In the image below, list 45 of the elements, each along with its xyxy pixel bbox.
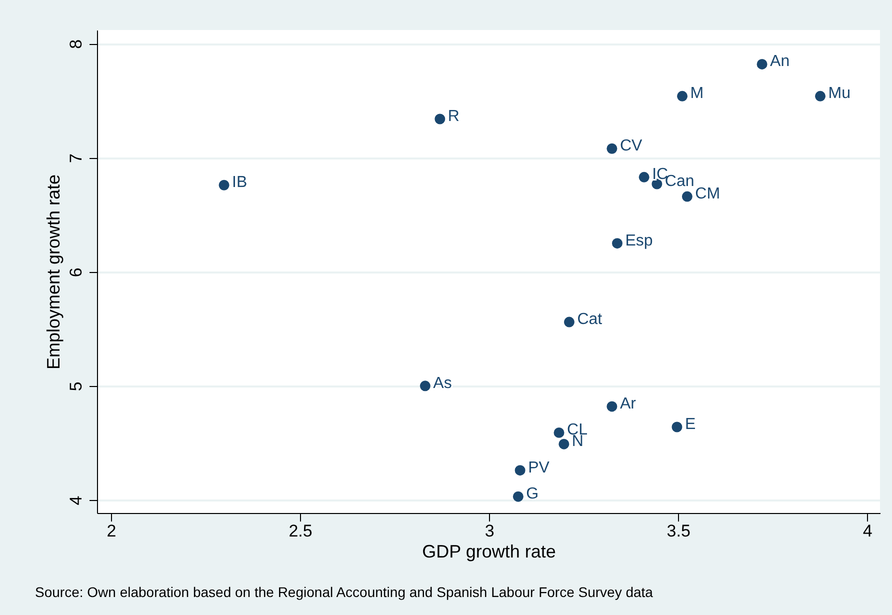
- annotation: As: [433, 374, 452, 392]
- y-tick-label: 4: [66, 496, 86, 506]
- point: [638, 172, 650, 182]
- point: [652, 178, 662, 190]
- annotation: Mu: [828, 85, 850, 102]
- annotation: CM: [695, 186, 720, 203]
- point: [672, 422, 682, 432]
- point: [612, 238, 622, 249]
- annotation: Ar: [620, 395, 637, 412]
- y-tick-label: 8: [66, 39, 86, 49]
- annotation: CV: [620, 138, 642, 155]
- annotation: E: [684, 416, 696, 433]
- x-tick-label: 2.5: [288, 522, 312, 540]
- x-tick-label: 4: [862, 522, 872, 540]
- y-axis-title: Employment growth rate: [44, 174, 64, 370]
- annotation: IB: [232, 174, 248, 192]
- x-tick-label: 2: [106, 522, 116, 540]
- x-tick-label: 3: [484, 522, 494, 540]
- x-axis-title: GDP growth rate: [422, 542, 556, 562]
- y-tick-label: 7: [66, 154, 86, 163]
- point: [558, 438, 570, 450]
- point: [554, 427, 564, 438]
- point: [420, 380, 430, 392]
- annotation: PV: [528, 459, 550, 476]
- point: [512, 491, 524, 502]
- source-note: Source: Own elaboration based on the Regional Accounting and Spanish Labour Force Survey data: [35, 584, 654, 600]
- annotation: G: [526, 486, 539, 503]
- annotation: An: [770, 53, 790, 70]
- point: [564, 316, 574, 328]
- point: [434, 114, 446, 124]
- point: [815, 90, 826, 102]
- point: [677, 90, 688, 102]
- point: [682, 191, 692, 202]
- x-tick-label: 3.5: [666, 522, 690, 540]
- y-tick-label: 6: [66, 268, 86, 278]
- annotation: Cat: [577, 311, 603, 328]
- annotation: Esp: [625, 232, 653, 250]
- point: [756, 58, 768, 70]
- point: [606, 401, 618, 412]
- annotation: M: [690, 85, 704, 102]
- point: [606, 143, 618, 154]
- point: [218, 180, 230, 190]
- point: [514, 465, 526, 476]
- y-tick-label: 5: [66, 382, 86, 392]
- annotation: R: [448, 108, 460, 125]
